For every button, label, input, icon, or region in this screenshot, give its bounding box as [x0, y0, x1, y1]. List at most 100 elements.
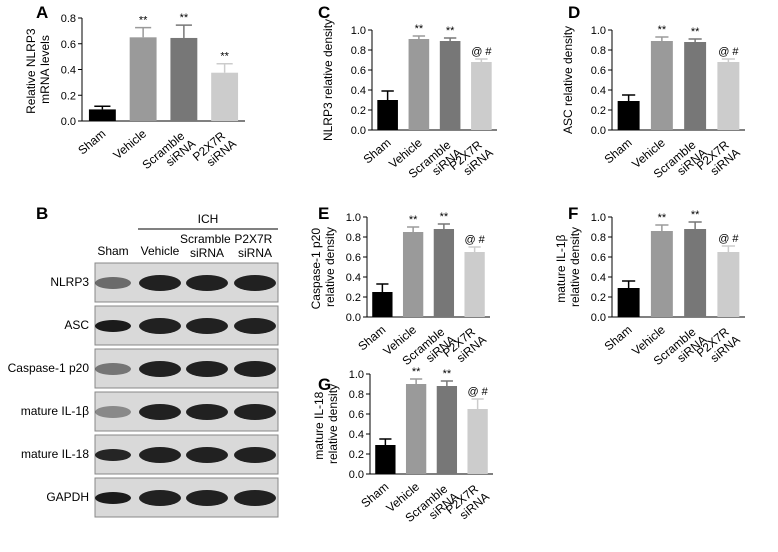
bar: [402, 232, 424, 317]
significance-label: @ #: [464, 234, 485, 246]
y-tick-label: 0.4: [591, 85, 606, 97]
bar: [617, 288, 640, 317]
x-tick-label: P2X7R siRNA: [190, 127, 239, 174]
blot-band: [95, 406, 131, 418]
y-tick-label: 0.8: [351, 45, 366, 57]
bar: [88, 109, 116, 121]
blot-band: [186, 490, 228, 506]
y-tick-label: 0.6: [61, 39, 76, 51]
significance-label: **: [658, 212, 667, 224]
significance-label: **: [691, 209, 700, 221]
row-label: mature IL-1β: [21, 404, 89, 418]
significance-label: @ #: [467, 386, 488, 398]
significance-label: **: [139, 15, 148, 27]
y-tick-label: 0.2: [591, 105, 606, 117]
significance-label: **: [691, 26, 700, 38]
y-tick-label: 0.4: [349, 429, 364, 441]
panel-letter: C: [318, 3, 330, 22]
blot-band: [234, 318, 276, 334]
lane-label: P2X7R siRNA: [234, 232, 275, 260]
x-tick-label: P2X7R siRNA: [443, 480, 492, 527]
blot-band: [95, 449, 131, 461]
y-tick-label: 0.6: [351, 65, 366, 77]
significance-label: **: [409, 214, 418, 226]
significance-label: **: [446, 25, 455, 37]
y-tick-label: 0.4: [351, 85, 366, 97]
bar: [377, 100, 398, 130]
x-tick-label: P2X7R siRNA: [694, 136, 743, 183]
y-tick-label: 0.2: [61, 90, 76, 102]
y-tick-label: 0.4: [591, 272, 606, 284]
blot-band: [139, 318, 181, 334]
y-tick-label: 1.0: [349, 369, 364, 381]
blot-band: [186, 404, 228, 420]
bar: [684, 42, 707, 130]
y-tick-label: 0.0: [349, 469, 364, 481]
lane-label: Scramble siRNA: [180, 232, 234, 260]
blot-band: [139, 275, 181, 291]
significance-label: @ #: [471, 46, 492, 58]
lane-label: Sham: [97, 244, 128, 258]
blot-band: [186, 361, 228, 377]
y-axis-label: mature IL-18 relative density: [312, 384, 340, 464]
bar: [650, 231, 673, 317]
y-tick-label: 1.0: [351, 25, 366, 37]
blot-band: [139, 404, 181, 420]
blot-band: [186, 447, 228, 463]
bar: [650, 41, 673, 130]
significance-label: **: [220, 51, 229, 63]
y-tick-label: 0.6: [591, 65, 606, 77]
panel-letter: F: [568, 204, 578, 223]
blot-band: [186, 275, 228, 291]
panel-letter: A: [36, 3, 48, 22]
bar: [684, 229, 707, 317]
bar: [717, 252, 740, 317]
y-tick-label: 0.0: [346, 312, 361, 324]
panel-letter: G: [318, 375, 331, 394]
bar: [372, 292, 393, 317]
y-tick-label: 0.8: [349, 389, 364, 401]
significance-label: **: [440, 211, 449, 223]
bar: [436, 386, 458, 474]
x-tick-label: P2X7R siRNA: [447, 136, 496, 183]
row-label: ASC: [64, 318, 89, 332]
y-tick-label: 0.8: [346, 232, 361, 244]
lane-label: Vehicle: [141, 244, 180, 258]
bar: [129, 37, 157, 121]
x-tick-label: P2X7R siRNA: [440, 323, 489, 370]
y-tick-label: 0.8: [591, 232, 606, 244]
y-axis-label: Caspase-1 p20 relative density: [309, 225, 337, 310]
y-tick-label: 1.0: [591, 212, 606, 224]
blot-band: [95, 363, 131, 375]
blot-band: [234, 404, 276, 420]
significance-label: **: [658, 24, 667, 36]
x-tick-label: P2X7R siRNA: [694, 323, 743, 370]
bar: [464, 252, 485, 317]
bar: [471, 62, 492, 130]
group-label: ICH: [198, 212, 219, 226]
y-tick-label: 0.6: [346, 252, 361, 264]
bar: [375, 445, 396, 474]
y-tick-label: 0.2: [591, 292, 606, 304]
y-axis-label: NLRP3 relative density: [321, 19, 335, 141]
blot-band: [234, 447, 276, 463]
bar: [170, 37, 198, 121]
blot-band: [139, 490, 181, 506]
y-tick-label: 0.0: [351, 125, 366, 137]
significance-label: **: [415, 23, 424, 35]
blot-band: [95, 492, 131, 504]
y-tick-label: 1.0: [346, 212, 361, 224]
panel-letter: D: [568, 3, 580, 22]
row-label: GAPDH: [46, 490, 89, 504]
y-tick-label: 1.0: [591, 25, 606, 37]
significance-label: @ #: [718, 233, 739, 245]
significance-label: **: [443, 368, 452, 380]
x-tick-label: Scramble siRNA: [139, 127, 198, 182]
blot-band: [234, 361, 276, 377]
bar: [717, 62, 740, 130]
y-tick-label: 0.4: [61, 65, 76, 77]
blot-band: [95, 277, 131, 289]
row-label: NLRP3: [50, 275, 89, 289]
y-axis-label: ASC relative density: [561, 26, 575, 134]
